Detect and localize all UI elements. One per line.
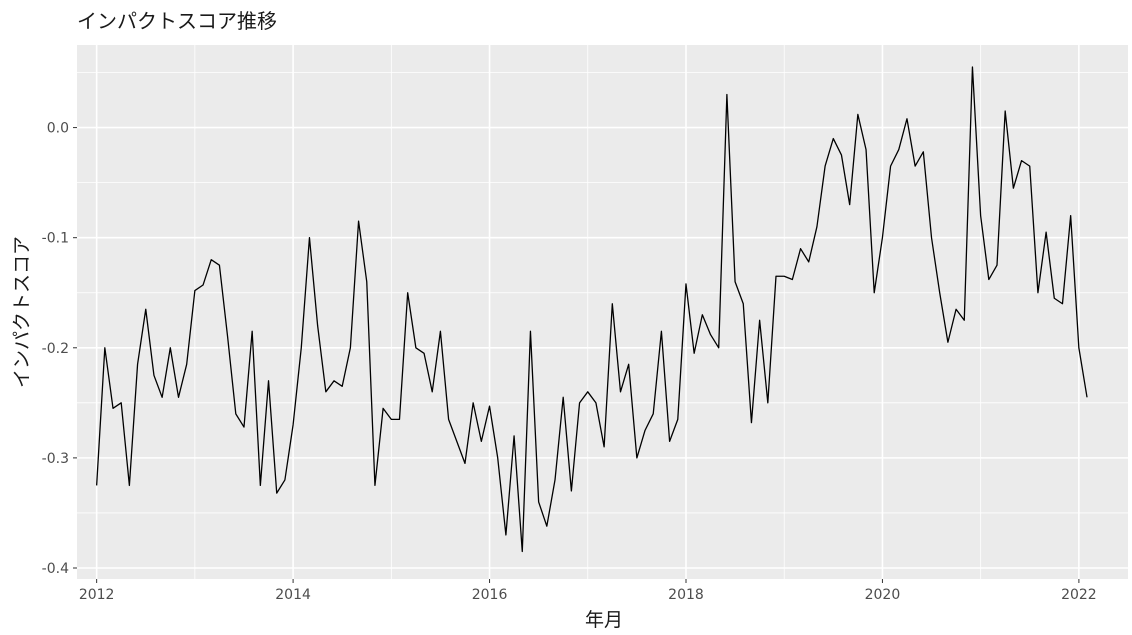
- x-tick-label: 2014: [275, 587, 311, 603]
- chart-title: インパクトスコア推移: [77, 9, 277, 33]
- y-tick-label: -0.4: [42, 561, 69, 577]
- x-tick-label: 2020: [865, 587, 901, 603]
- y-tick-label: -0.3: [42, 451, 69, 467]
- major-gridlines: [77, 45, 1128, 579]
- y-axis-title: インパクトスコア: [11, 236, 33, 388]
- y-tick-label: -0.1: [42, 231, 69, 247]
- plot-panel: [77, 45, 1128, 579]
- x-tick-label: 2018: [668, 587, 704, 603]
- y-tick-label: -0.2: [42, 341, 69, 357]
- x-tick-label: 2012: [79, 587, 115, 603]
- series-line: [95, 66, 1088, 553]
- x-tick-label: 2016: [472, 587, 508, 603]
- y-tick-label: 0.0: [47, 121, 69, 137]
- x-axis-title: 年月: [585, 609, 623, 631]
- x-tick-label: 2022: [1061, 587, 1097, 603]
- y-axis: 0.0 -0.1 -0.2 -0.3 -0.4: [42, 121, 77, 577]
- x-axis: 2012 2014 2016 2018 2020 2022: [79, 579, 1097, 603]
- minor-gridlines: [77, 45, 1128, 579]
